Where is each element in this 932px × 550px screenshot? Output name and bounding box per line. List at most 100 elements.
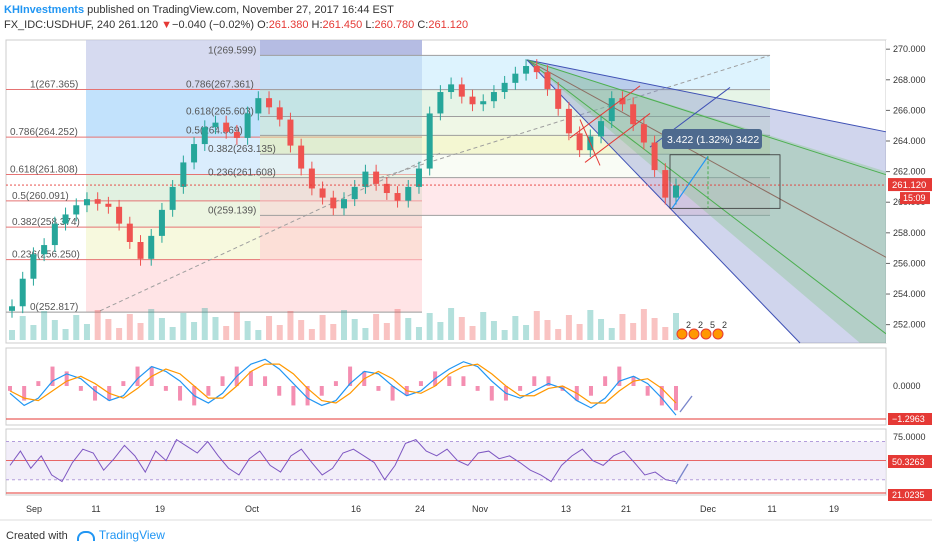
- fib-right-band-1: [260, 89, 770, 117]
- volume-bar: [458, 317, 465, 340]
- fan-line-4: [526, 59, 801, 344]
- candle-body: [651, 142, 658, 171]
- macd-histogram-bar: [461, 376, 466, 386]
- fan-line-0: [526, 59, 887, 133]
- x-tick-label: 21: [621, 504, 631, 514]
- event-badge-label: 2: [698, 320, 703, 330]
- macd-histogram-bar: [645, 386, 650, 396]
- volume-bar: [523, 325, 530, 340]
- volume-bar: [62, 329, 69, 340]
- volume-bar: [330, 324, 337, 340]
- macd-histogram-bar: [475, 386, 480, 391]
- macd-histogram-bar: [135, 366, 140, 386]
- open-label: O:: [257, 19, 269, 31]
- macd-histogram-bar: [121, 381, 126, 386]
- candle-body: [608, 98, 615, 122]
- volume-bar: [480, 312, 487, 340]
- candle-body: [126, 223, 133, 242]
- candle-body: [662, 170, 669, 198]
- tradingview-brand[interactable]: TradingView: [98, 528, 165, 542]
- candle-body: [319, 188, 326, 198]
- x-tick-label: Nov: [472, 504, 489, 514]
- rsi-line: [9, 438, 677, 483]
- macd-histogram-bar: [248, 371, 253, 386]
- candle-body: [341, 199, 347, 209]
- volume-bar: [598, 319, 605, 340]
- fib-right-band-5: [260, 177, 770, 216]
- volume-bar: [576, 324, 583, 340]
- x-tick-label: Oct: [245, 504, 260, 514]
- created-with-text: Created with: [6, 530, 68, 542]
- fib-left-label-5: 0.236(256.250): [12, 250, 80, 261]
- macd-histogram-bar: [178, 386, 183, 401]
- last-price: 261.120: [118, 19, 159, 31]
- candle-body: [83, 199, 90, 206]
- channel-line-2: [584, 113, 651, 163]
- macd-histogram-bar: [348, 366, 353, 386]
- candle-body: [116, 206, 123, 224]
- volume-bar: [437, 322, 444, 340]
- volume-bar: [448, 308, 455, 340]
- macd-histogram-bar: [206, 386, 211, 396]
- volume-bar: [9, 330, 15, 340]
- fib-right-label-5: 0.236(261.608): [208, 168, 276, 179]
- candle-body: [640, 124, 647, 143]
- candle-body: [73, 205, 80, 215]
- x-tick-label: 16: [351, 504, 361, 514]
- candle-body: [30, 254, 37, 279]
- candle-body: [394, 193, 401, 201]
- open-value: 261.380: [268, 19, 309, 31]
- fib-left-label-6: 0(252.817): [30, 302, 78, 313]
- candle-body: [351, 186, 358, 200]
- candle-body: [51, 223, 58, 246]
- candle-body: [555, 88, 562, 109]
- candle-body: [490, 92, 497, 102]
- rsi-bottom-badge: [888, 489, 932, 501]
- candle-body: [62, 214, 69, 224]
- fan-blue-area: [527, 59, 886, 343]
- signal-line: [9, 363, 677, 404]
- y-tick-label: 254.000: [893, 289, 926, 299]
- volume-bar: [673, 313, 679, 340]
- volume-bar: [308, 329, 315, 340]
- y-tick-label: 266.000: [893, 105, 926, 115]
- candle-body: [19, 278, 26, 307]
- x-tick-label: 13: [561, 504, 571, 514]
- volume-bar: [51, 320, 58, 340]
- volume-bar: [587, 310, 594, 340]
- volume-bar: [201, 308, 208, 340]
- tradingview-logo-icon: [76, 531, 95, 542]
- symbol-line: FX_IDC:USDHUF, 240 261.120 ▼−0.040 (−0.0…: [4, 19, 468, 31]
- macd-histogram-bar: [8, 386, 12, 391]
- fib-left-band-5: [86, 259, 422, 313]
- volume-bar: [233, 312, 240, 340]
- volume-bar: [651, 318, 658, 340]
- high-value: 261.450: [322, 19, 363, 31]
- candle-body: [41, 245, 48, 255]
- event-badge-icon: [676, 328, 688, 340]
- volume-bar: [619, 314, 626, 340]
- volume-bar: [116, 328, 123, 340]
- macd-histogram-bar: [674, 386, 678, 411]
- volume-bar: [469, 326, 476, 340]
- volume-bar: [341, 310, 347, 340]
- volume-bar: [137, 323, 144, 340]
- macd-histogram-bar: [64, 371, 69, 386]
- fib-right-band-bottom: [260, 215, 422, 261]
- channel-line-3: [579, 119, 601, 166]
- author-link[interactable]: KHInvestments: [4, 4, 85, 16]
- symbol-label[interactable]: FX_IDC:USDHUF, 240: [4, 19, 116, 31]
- fib-right-label-0: 1(269.599): [208, 45, 256, 56]
- channel-line-1: [569, 85, 641, 139]
- fib-left-label-2: 0.618(261.808): [10, 165, 78, 176]
- projection-arrow: [671, 155, 709, 209]
- fan-line-1: [526, 59, 887, 176]
- volume-bar: [212, 317, 219, 340]
- candle-body: [158, 209, 165, 236]
- candle-body: [576, 133, 583, 151]
- candle-body: [619, 98, 626, 105]
- fib-right-label-2: 0.618(265.603): [186, 106, 254, 117]
- y-tick-label: 270.000: [893, 44, 926, 54]
- low-value: 260.780: [374, 19, 415, 31]
